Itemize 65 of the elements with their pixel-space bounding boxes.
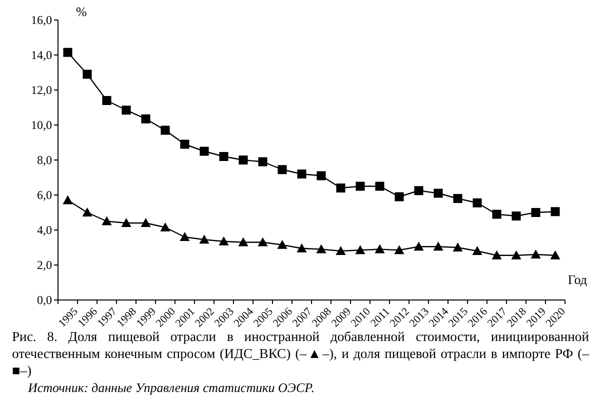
y-tick-label: 10,0 — [31, 118, 52, 132]
point — [511, 250, 522, 260]
point — [297, 170, 306, 178]
point — [238, 237, 248, 246]
point — [82, 70, 92, 79]
point — [550, 250, 560, 260]
point — [258, 157, 268, 166]
point — [530, 250, 541, 258]
point — [472, 198, 482, 208]
y-tick-label: 6,0 — [37, 188, 52, 202]
point — [180, 232, 190, 241]
point — [277, 240, 288, 249]
point — [82, 208, 92, 216]
point — [258, 237, 268, 246]
y-tick-label: 14,0 — [31, 48, 52, 62]
point — [394, 192, 404, 202]
point — [452, 242, 463, 252]
x-axis-title: Год — [568, 272, 588, 287]
point — [355, 245, 366, 254]
point — [160, 222, 170, 232]
y-tick-label: 12,0 — [31, 83, 52, 98]
point — [453, 194, 462, 203]
y-tick-label: 4,0 — [37, 223, 52, 238]
y-tick-label: 8,0 — [37, 153, 52, 168]
point — [102, 96, 112, 105]
point — [434, 188, 443, 198]
text: Рис. 8. Доля пищевой отрасли в иностранной добавленной стоимости, инициированной отечественным конечным спросом (ИДС_ВКС) (–▲–), и доля пищевой отрасли в импорте РФ (–■–) — [11, 328, 590, 379]
point — [62, 195, 73, 204]
point — [512, 212, 521, 220]
point — [394, 245, 404, 254]
point — [122, 106, 131, 115]
y-axis-title: % — [76, 4, 87, 19]
point — [356, 182, 365, 191]
point — [316, 171, 326, 180]
point — [296, 243, 307, 252]
y-tick-label: 16,0 — [31, 13, 52, 28]
point — [121, 218, 132, 227]
point — [492, 250, 502, 260]
point — [433, 242, 444, 251]
point — [180, 140, 190, 149]
point — [336, 184, 346, 192]
point — [218, 236, 229, 246]
point — [374, 244, 385, 254]
point — [140, 218, 151, 227]
point — [414, 186, 424, 196]
point — [238, 156, 248, 164]
point — [278, 165, 287, 174]
y-tick-label: 0,0 — [37, 293, 52, 308]
point — [492, 210, 502, 219]
y-tick-label: 2,0 — [37, 258, 52, 272]
point — [414, 242, 424, 251]
point — [102, 216, 112, 226]
point — [200, 146, 209, 156]
point — [550, 207, 560, 216]
point — [375, 182, 384, 191]
point — [316, 244, 326, 254]
point — [63, 48, 72, 57]
point — [531, 208, 540, 217]
point — [160, 126, 170, 135]
text: Источник: данные Управления статистики ОЭСР. — [26, 379, 316, 395]
point — [141, 114, 150, 124]
point — [336, 246, 346, 255]
point — [199, 234, 210, 244]
point — [219, 152, 228, 161]
point — [472, 246, 482, 255]
